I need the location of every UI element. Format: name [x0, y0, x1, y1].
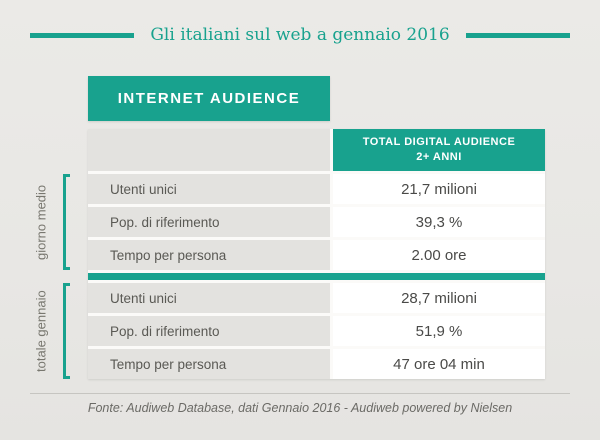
- column-header-line1: TOTAL DIGITAL AUDIENCE: [362, 135, 516, 148]
- row-value: 39,3 %: [333, 207, 545, 237]
- table-row: Tempo per persona 47 ore 04 min: [88, 349, 545, 379]
- row-group-bracket-2: [63, 283, 70, 379]
- row-value: 28,7 milioni: [333, 283, 545, 313]
- row-label: Pop. di riferimento: [88, 207, 330, 237]
- table-header-row: TOTAL DIGITAL AUDIENCE 2+ ANNI: [88, 129, 545, 171]
- column-header-total-digital-audience: TOTAL DIGITAL AUDIENCE 2+ ANNI: [333, 129, 545, 171]
- row-group-label-giorno-medio: giorno medio: [33, 184, 49, 260]
- table-row: Pop. di riferimento 39,3 %: [88, 207, 545, 237]
- table-row: Utenti unici 28,7 milioni: [88, 283, 545, 313]
- source-note: Fonte: Audiweb Database, dati Gennaio 20…: [87, 401, 513, 415]
- row-label: Tempo per persona: [88, 349, 330, 379]
- table-row: Utenti unici 21,7 milioni: [88, 174, 545, 204]
- row-label: Tempo per persona: [88, 240, 330, 270]
- section-badge: INTERNET AUDIENCE: [88, 76, 330, 121]
- title-bar: Gli italiani sul web a gennaio 2016: [30, 22, 571, 48]
- page-title: Gli italiani sul web a gennaio 2016: [150, 25, 450, 45]
- title-rule-right: [465, 32, 571, 38]
- column-header-line2: 2+ ANNI: [416, 151, 462, 163]
- row-value: 51,9 %: [333, 316, 545, 346]
- row-value: 21,7 milioni: [333, 174, 545, 204]
- table-row: Tempo per persona 2.00 ore: [88, 240, 545, 270]
- row-value: 2.00 ore: [333, 240, 545, 270]
- footer-divider: [30, 393, 570, 394]
- row-group-label-totale-gennaio: totale gennaio: [33, 290, 49, 372]
- table-row: Pop. di riferimento 51,9 %: [88, 316, 545, 346]
- group-separator-bar: [88, 273, 545, 280]
- row-label: Utenti unici: [88, 283, 330, 313]
- row-group-bracket-1: [63, 174, 70, 270]
- audience-table: TOTAL DIGITAL AUDIENCE 2+ ANNI Utenti un…: [88, 129, 545, 379]
- row-label: Utenti unici: [88, 174, 330, 204]
- row-label: Pop. di riferimento: [88, 316, 330, 346]
- title-rule-left: [30, 32, 135, 38]
- header-empty-cell: [88, 129, 330, 171]
- row-value: 47 ore 04 min: [333, 349, 545, 379]
